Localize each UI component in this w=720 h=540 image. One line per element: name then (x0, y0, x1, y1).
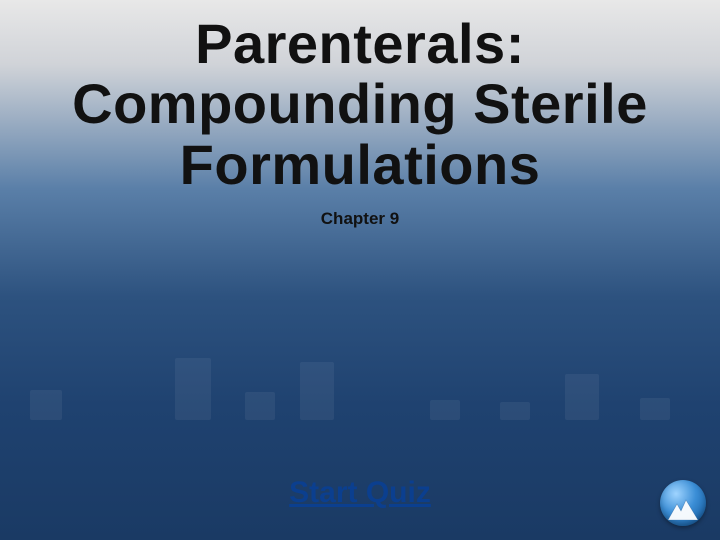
decorative-bars (0, 280, 720, 420)
main-title: Parenterals: Compounding Sterile Formula… (0, 14, 720, 195)
brand-logo (660, 480, 706, 526)
quiz-title-slide: Parenterals: Compounding Sterile Formula… (0, 0, 720, 540)
chapter-subtitle: Chapter 9 (0, 209, 720, 229)
decorative-bar (565, 374, 599, 420)
decorative-bar (640, 398, 670, 420)
title-block: Parenterals: Compounding Sterile Formula… (0, 14, 720, 229)
decorative-bar (430, 400, 460, 420)
decorative-bar (175, 358, 211, 420)
mountain-icon (666, 498, 700, 520)
decorative-bar (500, 402, 530, 420)
start-quiz-link[interactable]: Start Quiz (289, 476, 431, 509)
decorative-bar (245, 392, 275, 420)
logo-globe-icon (660, 480, 706, 526)
link-area: Start Quiz (0, 476, 720, 510)
decorative-bar (30, 390, 62, 420)
decorative-bar (300, 362, 334, 420)
